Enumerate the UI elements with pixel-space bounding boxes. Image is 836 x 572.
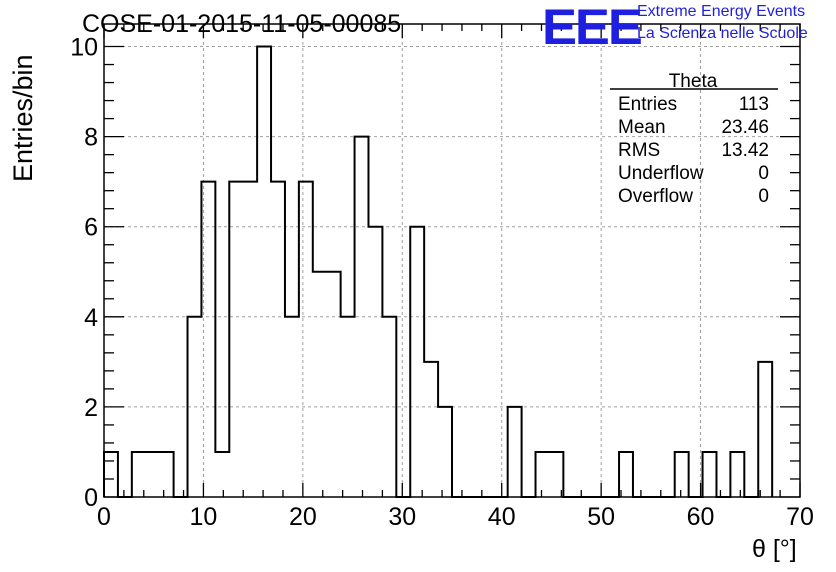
plot-frame <box>103 23 801 498</box>
x-tick-label: 30 <box>388 503 416 531</box>
stats-label: Overflow <box>618 186 693 207</box>
y-tick-label: 6 <box>84 214 98 242</box>
histogram-bin <box>104 452 118 497</box>
logo-tagline-1: Extreme Energy Events <box>637 3 806 20</box>
y-tick-label: 4 <box>84 304 98 332</box>
stats-value: 23.46 <box>721 117 769 138</box>
x-tick-label: 10 <box>190 503 218 531</box>
histogram-bin <box>215 452 229 497</box>
logo-tagline-2: La Scienza nelle Scuole <box>637 25 808 42</box>
stats-value: 13.42 <box>721 140 769 161</box>
x-tick-label: 0 <box>97 503 111 531</box>
histogram-bin <box>313 272 327 497</box>
histogram-bin <box>703 452 717 497</box>
chart-title: COSE-01-2015-11-05-00085 <box>82 10 402 38</box>
y-tick-label: 10 <box>70 34 98 62</box>
eee-logo: EEE <box>542 0 643 55</box>
histogram-bin <box>299 182 313 497</box>
stats-label: RMS <box>618 140 660 161</box>
x-tick-label: 50 <box>587 503 615 531</box>
stats-label: Underflow <box>618 163 704 184</box>
histogram-bin <box>730 452 744 497</box>
stats-label: Entries <box>618 94 677 115</box>
x-axis-label: θ [°] <box>752 535 797 563</box>
x-tick-label: 20 <box>289 503 317 531</box>
histogram-bin <box>327 272 341 497</box>
y-tick-label: 0 <box>84 484 98 512</box>
histogram-bin <box>160 452 174 497</box>
stats-value: 0 <box>758 163 769 184</box>
stats-value: 113 <box>739 94 769 115</box>
histogram-bin <box>508 407 522 497</box>
histogram-bin <box>536 452 550 497</box>
y-axis-label: Entries/bin <box>8 54 38 182</box>
histogram-bin <box>675 452 689 497</box>
histogram-bin <box>438 407 452 497</box>
histogram-bin <box>229 182 243 497</box>
stats-title: Theta <box>669 71 718 92</box>
histogram-bin <box>410 227 424 497</box>
histogram-bin <box>243 182 257 497</box>
histogram-outline <box>103 45 774 498</box>
histogram-bin <box>424 362 438 497</box>
y-tick-label: 8 <box>84 124 98 152</box>
y-tick-label: 2 <box>84 394 98 422</box>
stats-value: 0 <box>758 186 769 207</box>
histogram-bin <box>758 362 772 497</box>
histogram-bin <box>146 452 160 497</box>
histogram-bin <box>257 47 271 497</box>
histogram-bin <box>368 227 382 497</box>
x-tick-label: 40 <box>488 503 516 531</box>
x-tick-label: 70 <box>786 503 814 531</box>
histogram-bin <box>271 182 285 497</box>
stats-label: Mean <box>618 117 666 138</box>
x-tick-label: 60 <box>687 503 715 531</box>
